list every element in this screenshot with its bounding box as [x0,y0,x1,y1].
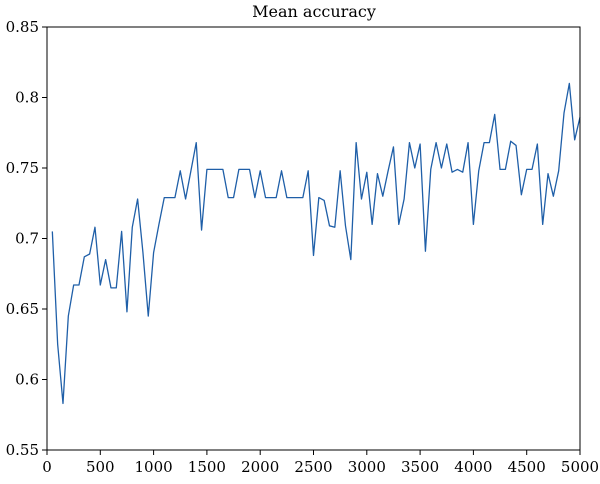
x-tick-label: 4000 [454,458,492,476]
x-tick-label: 0 [42,458,52,476]
x-tick-label: 2500 [294,458,332,476]
y-tick-label: 0.75 [6,159,39,177]
y-tick-label: 0.85 [6,18,39,36]
x-tick-label: 1500 [188,458,226,476]
x-tick-label: 1000 [135,458,173,476]
x-tick-label: 500 [86,458,115,476]
plot-area [51,82,581,405]
x-tick-label: 3000 [348,458,386,476]
x-tick-label: 5000 [561,458,599,476]
y-tick-label: 0.6 [15,371,39,389]
y-tick-label: 0.7 [15,230,39,248]
y-tick-label: 0.55 [6,441,39,459]
x-tick-label: 2000 [241,458,279,476]
x-axis: 0 500 1000 1500 2000 2500 3000 3500 4000 4500 5000 [42,450,599,476]
x-tick-label: 3500 [401,458,439,476]
x-tick-label: 4500 [508,458,546,476]
series-line [51,82,581,405]
chart-title: Mean accuracy [252,2,376,21]
y-tick-label: 0.65 [6,300,39,318]
plot-frame [46,26,581,451]
y-tick-label: 0.8 [15,89,39,107]
y-axis: 0.55 0.6 0.65 0.7 0.75 0.8 0.85 [6,18,47,459]
